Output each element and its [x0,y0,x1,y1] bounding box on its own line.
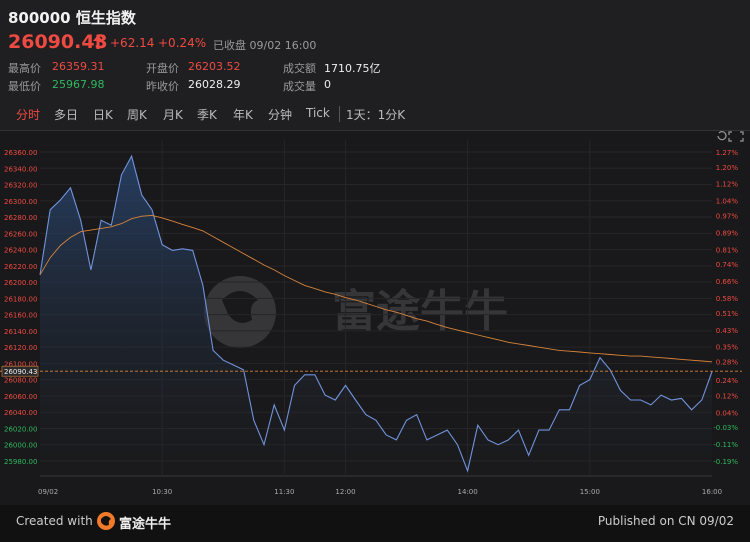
footer-logo [97,512,115,530]
separator [339,106,340,122]
divider [0,130,750,131]
y-tick-label: 26360.00 [4,149,37,157]
y-tick-label: 26200.00 [4,279,37,287]
y-tick-label: 26100.00 [4,360,37,368]
y2-tick-label: 0.12% [716,392,739,400]
tab[interactable]: 分钟 [268,108,293,122]
current-price-label: 26090.43 [4,368,37,376]
y2-tick-label: 1.12% [716,181,739,189]
footer-published: Published on CN 09/02 [597,514,734,528]
price-line [39,154,713,473]
y2-tick-label: 0.66% [716,278,739,286]
y2-tick-label: 1.27% [716,149,739,157]
x-tick-label: 09/02 [38,488,58,496]
stat-value: 26359.31 [52,60,105,73]
price: 26090.43 [8,31,108,53]
x-tick-label: 15:00 [580,488,600,496]
y2-tick-label: -0.11% [713,441,738,449]
status: 已收盘 09/02 16:00 [213,39,317,52]
footer-created: Created with [16,514,93,528]
y-tick-label: 25980.00 [4,458,37,466]
y-tick-label: 26020.00 [4,425,37,433]
y-tick-label: 26220.00 [4,263,37,271]
change-pct: +0.24% [158,36,207,50]
x-tick-label: 12:00 [335,488,355,496]
y2-tick-label: 0.43% [716,327,739,335]
y-tick-label: 26080.00 [4,377,37,385]
y-tick-label: 26180.00 [4,295,37,303]
tab[interactable]: 日K [93,108,113,122]
stat-value: 0 [324,78,331,91]
title: 800000 恒生指数 [8,9,136,27]
stat-label: 成交额 [283,62,316,75]
watermark: 富途牛牛 [332,286,508,337]
period[interactable]: 1天：1分K [346,108,406,122]
y2-tick-label: 0.81% [716,246,739,254]
stat-label: 昨收价 [146,80,179,93]
tab[interactable]: Tick [306,106,330,120]
footer [0,505,750,542]
price-area [40,156,712,476]
tab[interactable]: 月K [163,108,183,122]
stat-value: 26203.52 [188,60,241,73]
y-tick-label: 26160.00 [4,312,37,320]
y2-tick-label: 0.35% [716,344,739,352]
y-tick-label: 26320.00 [4,182,37,190]
y2-tick-label: 0.28% [716,359,739,367]
change: +62.14 [110,36,155,50]
y2-tick-label: 0.89% [716,229,739,237]
y2-tick-label: 0.74% [716,261,739,269]
tab[interactable]: 多日 [54,108,79,122]
x-tick-label: 16:00 [702,488,722,496]
stat-value: 25967.98 [52,78,105,91]
watermark-logo [204,276,276,348]
y-tick-label: 26300.00 [4,198,37,206]
y-tick-label: 26060.00 [4,393,37,401]
x-tick-label: 14:00 [458,488,478,496]
stat-value: 26028.29 [188,78,241,91]
current-pct-label: 0.24% [716,377,739,385]
y2-tick-label: -0.19% [713,458,738,466]
tool-icons [717,131,744,142]
x-tick-label: 10:30 [152,488,172,496]
y-tick-label: 26000.00 [4,442,37,450]
chart: 富途牛牛 26360.00 26340.00 26320.00 26300.00 262… [0,131,744,496]
y-tick-label: 26340.00 [4,165,37,173]
y-tick-label: 26120.00 [4,344,37,352]
y2-tick-label: 0.04% [716,409,739,417]
tab[interactable]: 周K [127,108,147,122]
up-arrow [93,35,103,49]
y2-tick-label: 0.97% [716,212,739,220]
y2-tick-label: 1.20% [716,164,739,172]
tab[interactable]: 年K [233,108,253,122]
y-tick-label: 26040.00 [4,409,37,417]
y2-tick-label: -0.03% [713,424,738,432]
stat-label: 最低价 [8,80,41,93]
stat-label: 最高价 [8,62,41,75]
stat-label: 开盘价 [146,62,179,75]
stat-label: 成交量 [283,80,316,93]
average-line [39,214,713,363]
footer-brand: 富途牛牛 [119,517,172,532]
y-tick-label: 26260.00 [4,230,37,238]
tab[interactable]: 分时 [16,108,41,122]
y2-tick-label: 0.51% [716,310,739,318]
y2-tick-label: 0.58% [716,295,739,303]
tab[interactable]: 季K [197,108,217,122]
y-tick-label: 26280.00 [4,214,37,222]
x-tick-label: 11:30 [274,488,294,496]
y2-tick-label: 1.04% [716,198,739,206]
y-tick-label: 26240.00 [4,247,37,255]
current-price-box [1,365,39,377]
y-tick-label: 26140.00 [4,328,37,336]
stat-value: 1710.75亿 [324,62,381,75]
